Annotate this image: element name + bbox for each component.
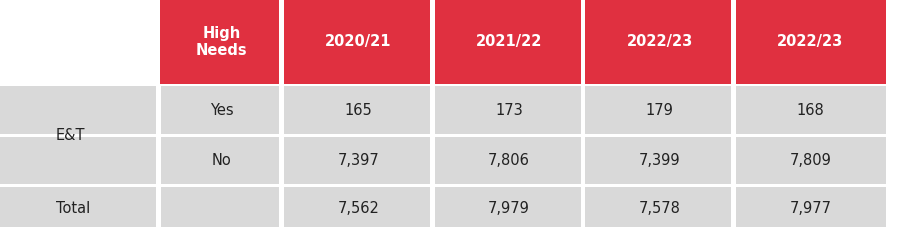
Text: 7,977: 7,977	[789, 201, 832, 216]
FancyBboxPatch shape	[430, 187, 435, 227]
FancyBboxPatch shape	[279, 136, 284, 184]
FancyBboxPatch shape	[160, 0, 283, 84]
FancyBboxPatch shape	[156, 136, 161, 184]
FancyBboxPatch shape	[735, 0, 886, 84]
FancyBboxPatch shape	[735, 136, 886, 184]
FancyBboxPatch shape	[731, 187, 736, 227]
FancyBboxPatch shape	[581, 0, 585, 84]
Text: 7,399: 7,399	[639, 153, 680, 168]
FancyBboxPatch shape	[731, 0, 736, 84]
FancyBboxPatch shape	[430, 136, 435, 184]
Text: 7,806: 7,806	[488, 153, 530, 168]
FancyBboxPatch shape	[279, 0, 284, 84]
Text: 165: 165	[344, 103, 373, 118]
FancyBboxPatch shape	[0, 134, 913, 136]
FancyBboxPatch shape	[283, 86, 434, 134]
Text: Total: Total	[56, 201, 90, 216]
FancyBboxPatch shape	[156, 86, 161, 134]
FancyBboxPatch shape	[0, 86, 160, 184]
FancyBboxPatch shape	[735, 86, 886, 134]
Text: E&T: E&T	[56, 128, 86, 143]
Text: 2022/23: 2022/23	[626, 34, 693, 49]
Text: 7,562: 7,562	[338, 201, 379, 216]
FancyBboxPatch shape	[434, 86, 584, 134]
FancyBboxPatch shape	[160, 136, 283, 184]
FancyBboxPatch shape	[735, 187, 886, 227]
Text: Yes: Yes	[210, 103, 233, 118]
FancyBboxPatch shape	[0, 184, 913, 187]
Text: 7,397: 7,397	[338, 153, 379, 168]
FancyBboxPatch shape	[434, 136, 584, 184]
FancyBboxPatch shape	[430, 86, 435, 134]
FancyBboxPatch shape	[160, 86, 283, 134]
Text: 7,809: 7,809	[790, 153, 831, 168]
FancyBboxPatch shape	[434, 187, 584, 227]
FancyBboxPatch shape	[731, 136, 736, 184]
Text: 2020/21: 2020/21	[325, 34, 392, 49]
FancyBboxPatch shape	[584, 0, 735, 84]
FancyBboxPatch shape	[584, 86, 735, 134]
FancyBboxPatch shape	[434, 0, 584, 84]
Text: 168: 168	[796, 103, 824, 118]
FancyBboxPatch shape	[283, 136, 434, 184]
FancyBboxPatch shape	[584, 136, 735, 184]
FancyBboxPatch shape	[279, 86, 284, 134]
Text: 2022/23: 2022/23	[777, 34, 844, 49]
FancyBboxPatch shape	[584, 187, 735, 227]
FancyBboxPatch shape	[283, 0, 434, 84]
FancyBboxPatch shape	[430, 0, 435, 84]
Text: No: No	[212, 153, 231, 168]
FancyBboxPatch shape	[156, 187, 161, 227]
Text: 179: 179	[645, 103, 674, 118]
FancyBboxPatch shape	[0, 0, 160, 84]
FancyBboxPatch shape	[279, 187, 284, 227]
Text: 2021/22: 2021/22	[476, 34, 542, 49]
Text: 7,979: 7,979	[488, 201, 530, 216]
FancyBboxPatch shape	[0, 187, 283, 227]
FancyBboxPatch shape	[283, 187, 434, 227]
Text: 7,578: 7,578	[639, 201, 680, 216]
FancyBboxPatch shape	[731, 86, 736, 134]
FancyBboxPatch shape	[581, 86, 585, 134]
FancyBboxPatch shape	[581, 136, 585, 184]
FancyBboxPatch shape	[581, 187, 585, 227]
Text: High
Needs: High Needs	[195, 26, 247, 58]
Text: 173: 173	[495, 103, 523, 118]
